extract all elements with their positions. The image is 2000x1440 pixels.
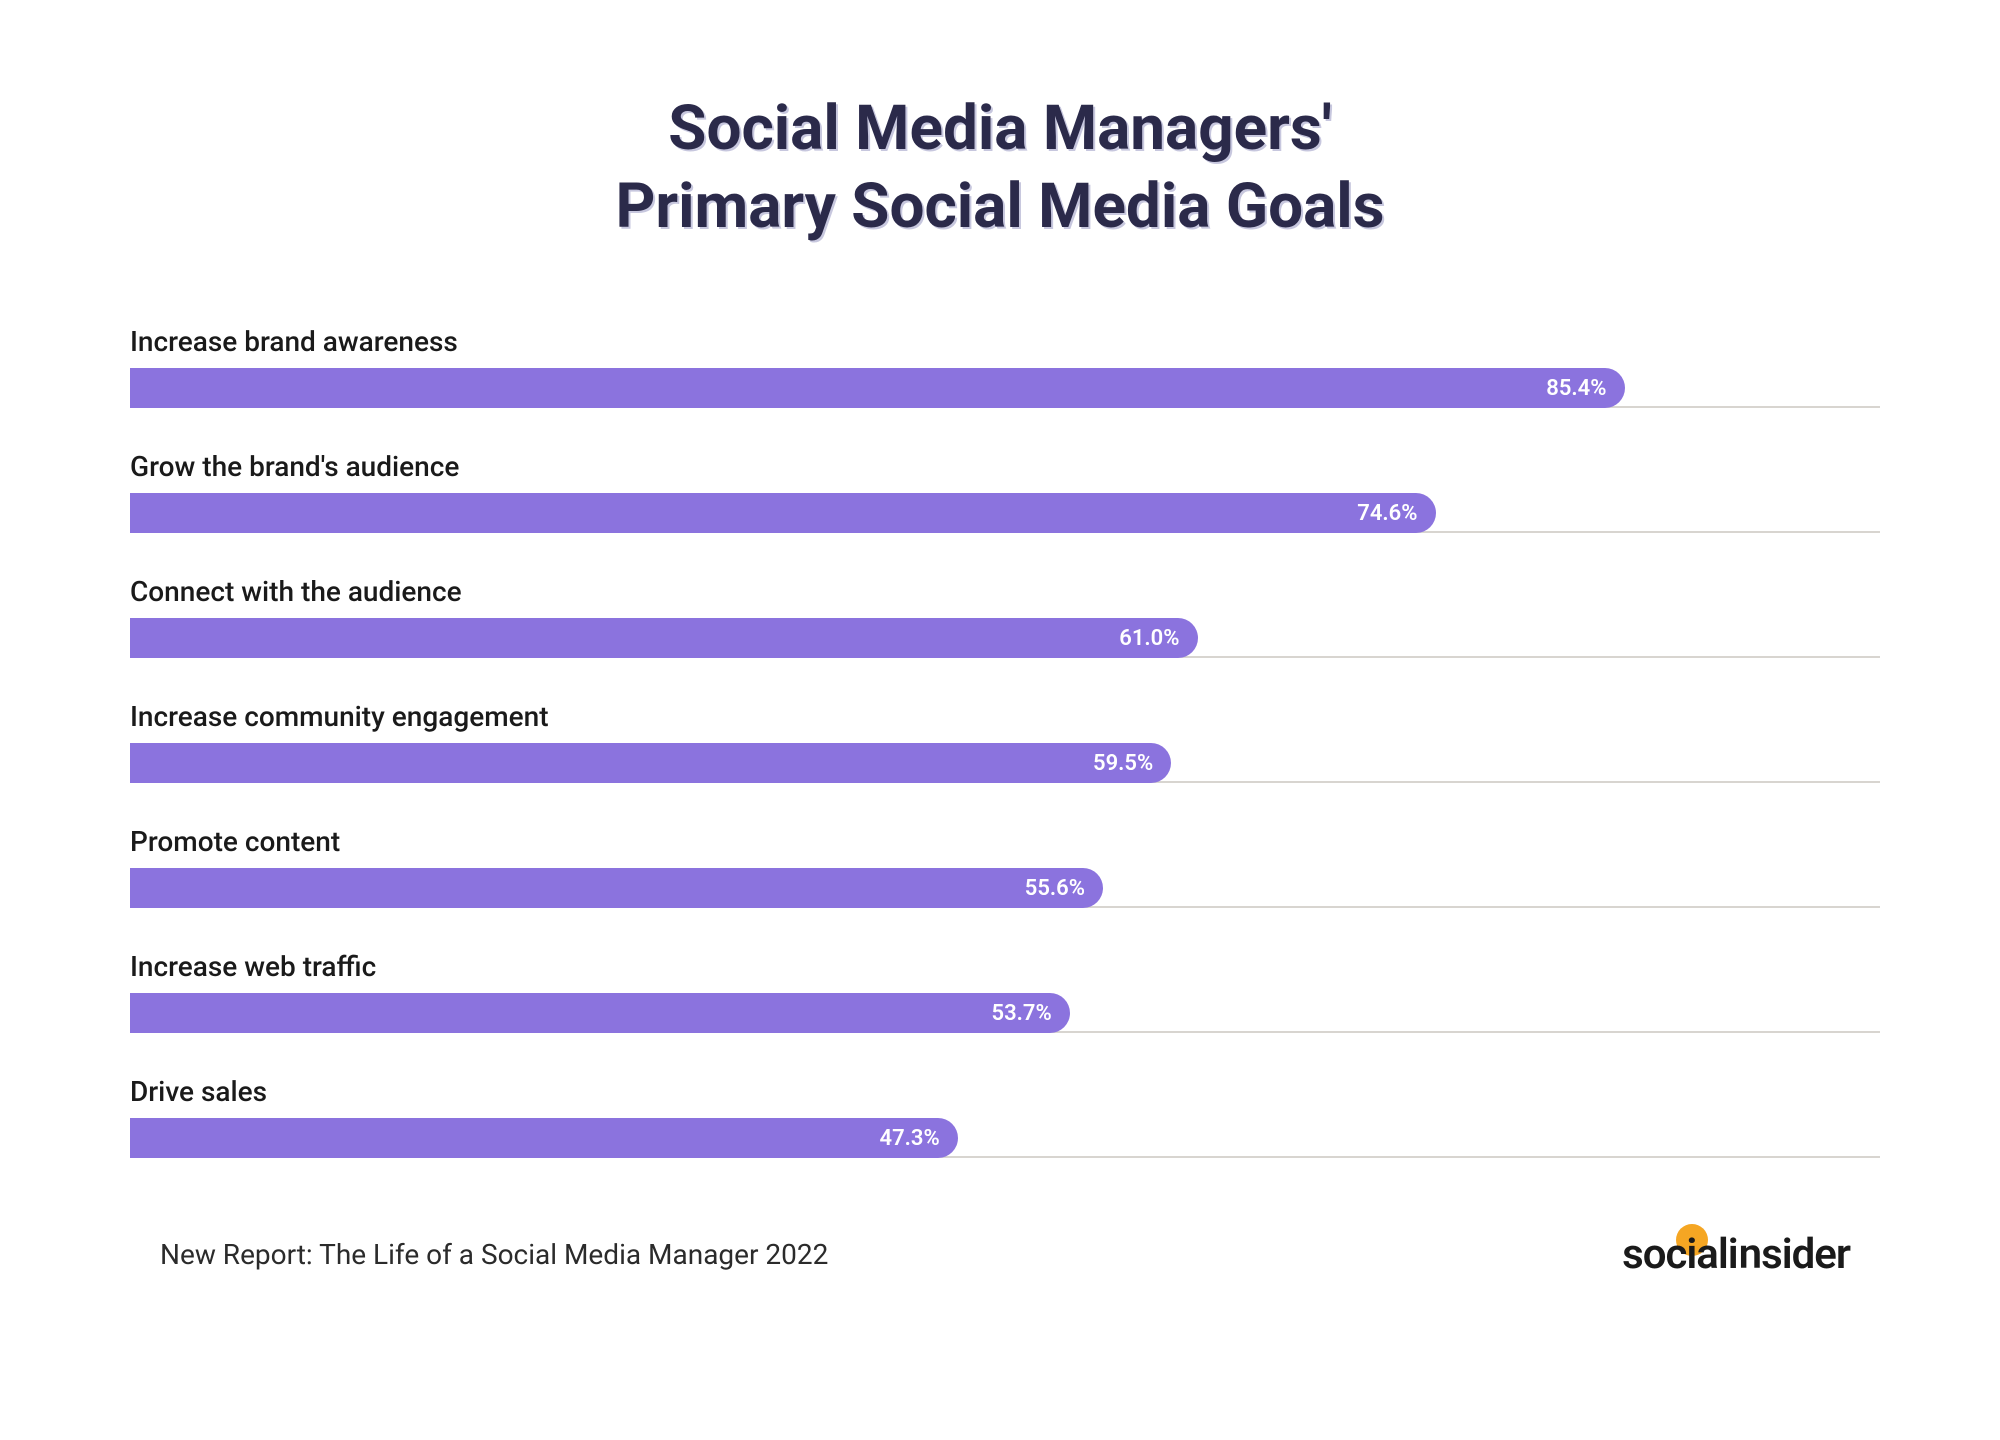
chart-title: Social Media Managers' Primary Social Me… bbox=[120, 90, 1880, 245]
bar-label: Grow the brand's audience bbox=[130, 450, 1880, 483]
chart-footer: New Report: The Life of a Social Media M… bbox=[120, 1200, 1880, 1279]
bar-row: Increase community engagement 59.5% bbox=[130, 700, 1880, 783]
bar-track: 74.6% bbox=[130, 493, 1880, 533]
bar-row: Increase web traffic 53.7% bbox=[130, 950, 1880, 1033]
bar-label: Increase brand awareness bbox=[130, 325, 1880, 358]
bar-track: 55.6% bbox=[130, 868, 1880, 908]
bar-track: 85.4% bbox=[130, 368, 1880, 408]
chart-caption: New Report: The Life of a Social Media M… bbox=[160, 1238, 828, 1271]
bar-value: 61.0% bbox=[1119, 626, 1179, 651]
bar-label: Connect with the audience bbox=[130, 575, 1880, 608]
bar-value: 55.6% bbox=[1025, 876, 1085, 901]
bar-fill: 61.0% bbox=[130, 618, 1198, 658]
bar-row: Increase brand awareness 85.4% bbox=[130, 325, 1880, 408]
bar-track: 59.5% bbox=[130, 743, 1880, 783]
bar-fill: 74.6% bbox=[130, 493, 1436, 533]
bar-fill: 59.5% bbox=[130, 743, 1171, 783]
bar-label: Increase web traffic bbox=[130, 950, 1880, 983]
bar-row: Connect with the audience 61.0% bbox=[130, 575, 1880, 658]
bar-row: Grow the brand's audience 74.6% bbox=[130, 450, 1880, 533]
bar-fill: 85.4% bbox=[130, 368, 1625, 408]
bar-label: Drive sales bbox=[130, 1075, 1880, 1108]
bar-value: 47.3% bbox=[880, 1126, 940, 1151]
title-line1: Social Media Managers' bbox=[668, 92, 1331, 165]
logo-text-before: social bbox=[1622, 1230, 1728, 1279]
bar-value: 74.6% bbox=[1357, 501, 1417, 526]
bar-value: 53.7% bbox=[992, 1001, 1052, 1026]
bar-track: 47.3% bbox=[130, 1118, 1880, 1158]
bar-fill: 53.7% bbox=[130, 993, 1070, 1033]
logo-i: i bbox=[1728, 1230, 1739, 1279]
bar-row: Promote content 55.6% bbox=[130, 825, 1880, 908]
bar-row: Drive sales 47.3% bbox=[130, 1075, 1880, 1158]
bar-value: 85.4% bbox=[1546, 376, 1606, 401]
brand-logo: socialinsider bbox=[1622, 1230, 1850, 1279]
bar-track: 53.7% bbox=[130, 993, 1880, 1033]
bar-fill: 55.6% bbox=[130, 868, 1103, 908]
logo-text-after: nsider bbox=[1739, 1230, 1850, 1279]
bar-value: 59.5% bbox=[1093, 751, 1153, 776]
bar-fill: 47.3% bbox=[130, 1118, 958, 1158]
bar-label: Promote content bbox=[130, 825, 1880, 858]
bar-label: Increase community engagement bbox=[130, 700, 1880, 733]
chart-area: Increase brand awareness 85.4% Grow the br… bbox=[120, 325, 1880, 1158]
title-line2: Primary Social Media Goals bbox=[615, 170, 1384, 243]
chart-container: Social Media Managers' Primary Social Me… bbox=[0, 0, 2000, 1339]
bar-track: 61.0% bbox=[130, 618, 1880, 658]
